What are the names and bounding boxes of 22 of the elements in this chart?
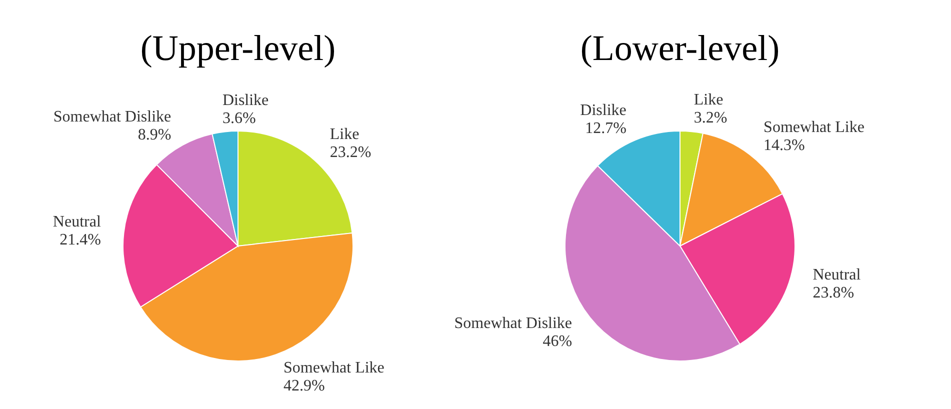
data-label: 8.9%: [138, 126, 172, 144]
data-label: 46%: [542, 332, 572, 350]
data-label: 3.2%: [694, 110, 728, 127]
slice-label: Somewhat Like: [284, 359, 384, 376]
slice-label: Somewhat Dislike: [454, 314, 572, 332]
slice-label: Like: [330, 126, 360, 144]
chart-title: (Lower-level): [580, 28, 780, 68]
data-label: 21.4%: [60, 231, 101, 248]
slice-label: Somewhat Like: [764, 119, 864, 136]
data-label: 12.7%: [585, 120, 626, 137]
data-label: 42.9%: [284, 377, 325, 394]
slice-label: Somewhat Dislike: [53, 108, 172, 126]
slice-label: Dislike: [222, 92, 269, 109]
slice-label: Neutral: [52, 213, 102, 230]
slice-label: Like: [694, 92, 724, 109]
slice-label: Dislike: [580, 102, 626, 119]
data-label: 23.2%: [330, 144, 372, 162]
data-label: 23.8%: [812, 284, 854, 302]
data-label: 14.3%: [764, 137, 805, 154]
chart-title: (Upper-level): [140, 28, 336, 68]
slice-label: Neutral: [812, 266, 862, 284]
data-label: 3.6%: [222, 110, 256, 127]
